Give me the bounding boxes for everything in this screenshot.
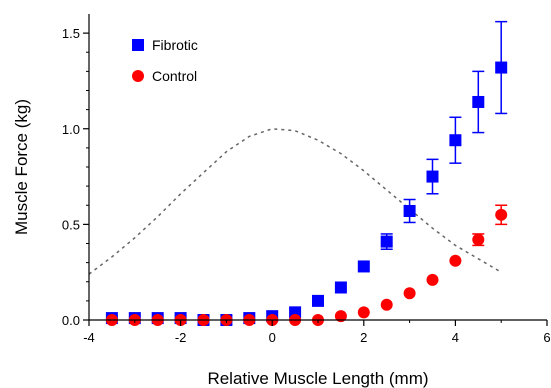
legend-marker-fibrotic	[132, 39, 144, 51]
data-point-fibrotic	[357, 260, 370, 273]
x-tick-label: -4	[83, 330, 95, 345]
y-tick-label: 1.5	[62, 26, 80, 41]
y-tick-label: 0.5	[62, 217, 80, 232]
reference-curve	[88, 128, 502, 275]
x-axis-label: Relative Muscle Length (mm)	[207, 369, 428, 388]
data-point-fibrotic	[312, 294, 324, 307]
data-point-control	[472, 233, 485, 246]
data-point-control	[426, 273, 439, 286]
data-point-control	[495, 208, 508, 221]
data-point-fibrotic	[403, 204, 416, 217]
x-tick-label: 6	[543, 330, 550, 345]
x-tick-label: 2	[360, 330, 367, 345]
x-tick-label: 0	[269, 330, 276, 345]
data-point-fibrotic	[495, 61, 508, 74]
x-tick-label: 4	[452, 330, 459, 345]
legend-label-control: Control	[152, 68, 197, 84]
data-point-control	[449, 254, 462, 267]
legend-label-fibrotic: Fibrotic	[152, 37, 198, 53]
axes	[88, 14, 547, 321]
series-control	[105, 204, 508, 326]
data-point-control	[403, 287, 416, 300]
data-point-fibrotic	[380, 235, 393, 248]
data-point-control	[334, 310, 347, 323]
legend: Fibrotic Control	[132, 37, 198, 84]
ticks: -4 -2 0 2 4 6 0.0 0.5 1.0 1.5	[62, 26, 551, 345]
data-point-fibrotic	[472, 95, 485, 108]
y-tick-label: 1.0	[62, 122, 80, 137]
data-point-control	[380, 298, 393, 311]
y-tick-label: 0.0	[62, 313, 80, 328]
x-tick-label: -2	[175, 330, 187, 345]
data-point-fibrotic	[449, 134, 462, 147]
data-point-fibrotic	[426, 170, 439, 183]
data-point-fibrotic	[334, 281, 347, 294]
legend-marker-control	[132, 70, 144, 82]
y-axis-label: Muscle Force (kg)	[12, 99, 31, 235]
data-point-control	[357, 306, 370, 319]
